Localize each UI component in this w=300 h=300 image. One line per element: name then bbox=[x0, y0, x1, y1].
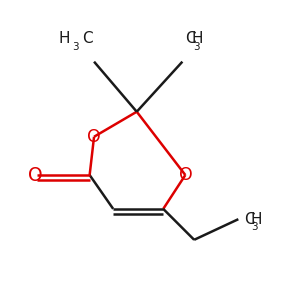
Text: C: C bbox=[244, 212, 255, 227]
Text: O: O bbox=[87, 128, 100, 146]
Text: H: H bbox=[251, 212, 262, 227]
Text: C: C bbox=[185, 31, 196, 46]
Text: 3: 3 bbox=[193, 42, 199, 52]
Text: H: H bbox=[192, 31, 203, 46]
Text: O: O bbox=[179, 166, 193, 184]
Text: 3: 3 bbox=[252, 222, 258, 232]
Text: O: O bbox=[28, 166, 43, 184]
Text: H: H bbox=[59, 31, 70, 46]
Text: C: C bbox=[82, 31, 92, 46]
Text: 3: 3 bbox=[72, 42, 79, 52]
